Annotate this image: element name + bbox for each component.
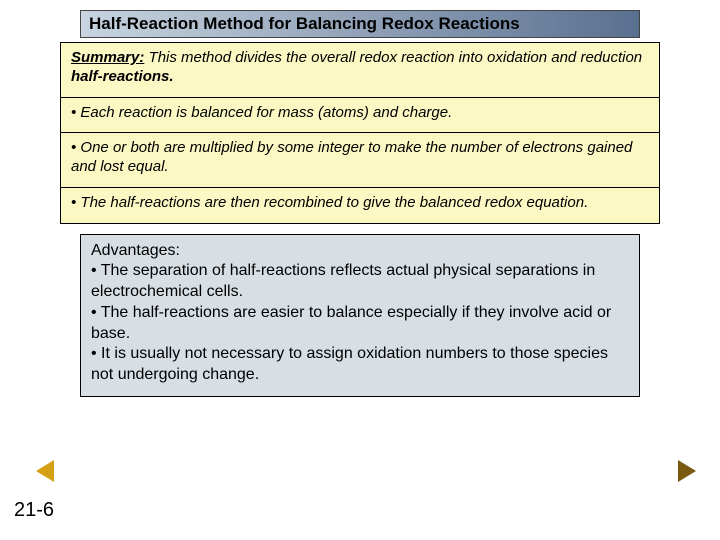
page-number: 21-6	[14, 499, 54, 522]
advantages-bullet: • It is usually not necessary to assign …	[91, 344, 629, 386]
summary-bullet: • One or both are multiplied by some int…	[61, 133, 659, 188]
summary-intro-text: This method divides the overall redox re…	[144, 49, 642, 66]
advantages-bullet: • The separation of half-reactions refle…	[91, 261, 629, 303]
summary-box: Summary: This method divides the overall…	[60, 42, 660, 224]
advantages-bullet: • The half-reactions are easier to balan…	[91, 303, 629, 345]
summary-bold-term: half-reactions.	[71, 68, 174, 85]
advantages-heading: Advantages:	[91, 241, 629, 262]
slide-title: Half-Reaction Method for Balancing Redox…	[80, 10, 640, 38]
arrow-right-icon	[678, 460, 696, 482]
summary-bullet: • The half-reactions are then recombined…	[61, 188, 659, 223]
next-slide-button[interactable]	[678, 460, 696, 482]
summary-intro: Summary: This method divides the overall…	[61, 43, 659, 98]
slide-container: Half-Reaction Method for Balancing Redox…	[0, 0, 720, 540]
summary-bullet: • Each reaction is balanced for mass (at…	[61, 98, 659, 134]
advantages-box: Advantages: • The separation of half-rea…	[80, 234, 640, 398]
arrow-left-icon	[36, 460, 54, 482]
prev-slide-button[interactable]	[36, 460, 54, 482]
summary-lead: Summary:	[71, 49, 144, 66]
